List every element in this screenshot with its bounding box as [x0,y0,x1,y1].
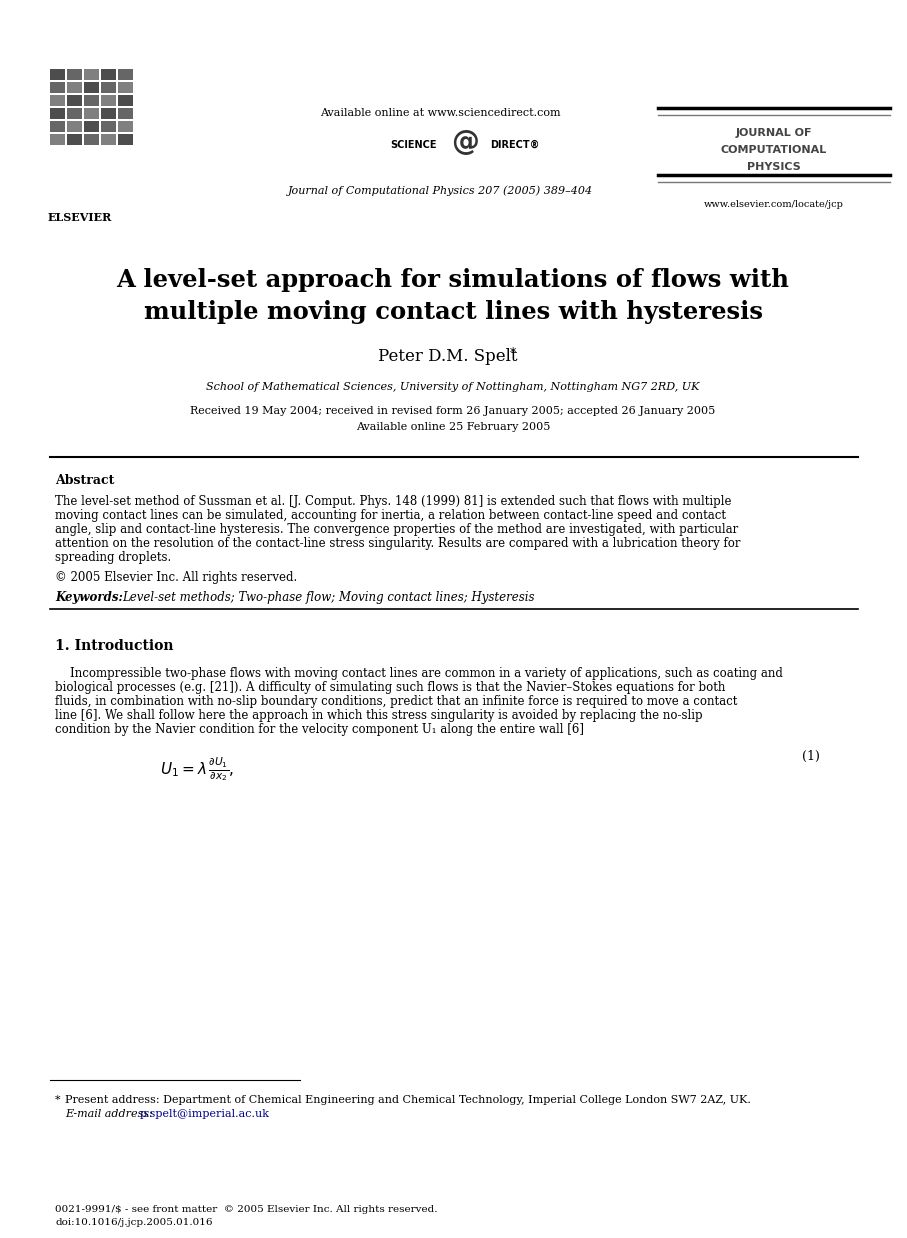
Bar [67,108,82,119]
Bar [50,121,65,132]
Text: p.spelt@imperial.ac.uk: p.spelt@imperial.ac.uk [140,1109,270,1119]
Bar [50,134,65,145]
Text: Present address: Department of Chemical Engineering and Chemical Technology, Imp: Present address: Department of Chemical … [65,1094,751,1106]
Bar [84,134,99,145]
Text: (1): (1) [802,750,820,763]
Text: *: * [55,1094,61,1106]
Bar [50,69,65,80]
Text: doi:10.1016/j.jcp.2005.01.016: doi:10.1016/j.jcp.2005.01.016 [55,1218,212,1227]
Text: condition by the Navier condition for the velocity component U₁ along the entire: condition by the Navier condition for th… [55,723,584,737]
Text: DIRECT®: DIRECT® [490,140,540,150]
Text: @: @ [451,128,479,156]
Bar [118,95,133,106]
Bar [84,108,99,119]
Bar [67,82,82,93]
Bar [101,108,116,119]
Text: COMPUTATIONAL: COMPUTATIONAL [721,145,827,155]
Bar [84,69,99,80]
Text: A level-set approach for simulations of flows with: A level-set approach for simulations of … [117,267,789,292]
Text: Level-set methods; Two-phase flow; Moving contact lines; Hysteresis: Level-set methods; Two-phase flow; Movin… [122,591,534,604]
Bar [101,82,116,93]
Bar [67,95,82,106]
Bar [67,134,82,145]
Text: line [6]. We shall follow here the approach in which this stress singularity is : line [6]. We shall follow here the appro… [55,709,703,722]
Text: moving contact lines can be simulated, accounting for inertia, a relation betwee: moving contact lines can be simulated, a… [55,509,726,522]
Text: angle, slip and contact-line hysteresis. The convergence properties of the metho: angle, slip and contact-line hysteresis.… [55,522,738,536]
Text: Abstract: Abstract [55,474,114,487]
Text: $U_1 = \lambda\,\frac{\partial U_1}{\partial x_2},$: $U_1 = \lambda\,\frac{\partial U_1}{\par… [160,755,234,782]
Bar [67,69,82,80]
Text: attention on the resolution of the contact-line stress singularity. Results are : attention on the resolution of the conta… [55,537,740,550]
Text: *: * [510,347,516,360]
Text: Keywords:: Keywords: [55,591,122,604]
Text: www.elsevier.com/locate/jcp: www.elsevier.com/locate/jcp [704,201,844,209]
Bar [67,121,82,132]
Bar [101,69,116,80]
Bar [50,82,65,93]
Bar [50,95,65,106]
Text: ELSEVIER: ELSEVIER [48,212,112,223]
Text: 0021-9991/$ - see front matter  © 2005 Elsevier Inc. All rights reserved.: 0021-9991/$ - see front matter © 2005 El… [55,1205,437,1214]
Text: 1. Introduction: 1. Introduction [55,639,173,652]
Text: School of Mathematical Sciences, University of Nottingham, Nottingham NG7 2RD, U: School of Mathematical Sciences, Univers… [206,383,699,392]
Text: JOURNAL OF: JOURNAL OF [736,128,813,137]
Bar [118,69,133,80]
Bar [50,108,65,119]
Bar [101,121,116,132]
Text: © 2005 Elsevier Inc. All rights reserved.: © 2005 Elsevier Inc. All rights reserved… [55,571,297,584]
Bar [118,82,133,93]
Bar [118,134,133,145]
Bar [118,108,133,119]
Text: Available online 25 February 2005: Available online 25 February 2005 [356,422,551,432]
Text: Available online at www.sciencedirect.com: Available online at www.sciencedirect.co… [319,108,561,118]
Bar [84,82,99,93]
Text: spreading droplets.: spreading droplets. [55,551,171,565]
Text: Journal of Computational Physics 207 (2005) 389–404: Journal of Computational Physics 207 (20… [288,184,592,196]
Text: The level-set method of Sussman et al. [J. Comput. Phys. 148 (1999) 81] is exten: The level-set method of Sussman et al. [… [55,495,732,508]
Bar [84,95,99,106]
Text: SCIENCE: SCIENCE [390,140,436,150]
Text: multiple moving contact lines with hysteresis: multiple moving contact lines with hyste… [143,300,763,324]
Text: PHYSICS: PHYSICS [747,162,801,172]
Text: fluids, in combination with no-slip boundary conditions, predict that an infinit: fluids, in combination with no-slip boun… [55,695,737,708]
Bar [118,121,133,132]
Bar [101,134,116,145]
Text: biological processes (e.g. [21]). A difficulty of simulating such flows is that : biological processes (e.g. [21]). A diff… [55,681,726,695]
Bar [84,121,99,132]
Text: Received 19 May 2004; received in revised form 26 January 2005; accepted 26 Janu: Received 19 May 2004; received in revise… [190,406,716,416]
Text: E-mail address:: E-mail address: [65,1109,153,1119]
Text: Peter D.M. Spelt: Peter D.M. Spelt [378,348,518,365]
Bar [101,95,116,106]
Text: Incompressible two-phase flows with moving contact lines are common in a variety: Incompressible two-phase flows with movi… [70,667,783,680]
